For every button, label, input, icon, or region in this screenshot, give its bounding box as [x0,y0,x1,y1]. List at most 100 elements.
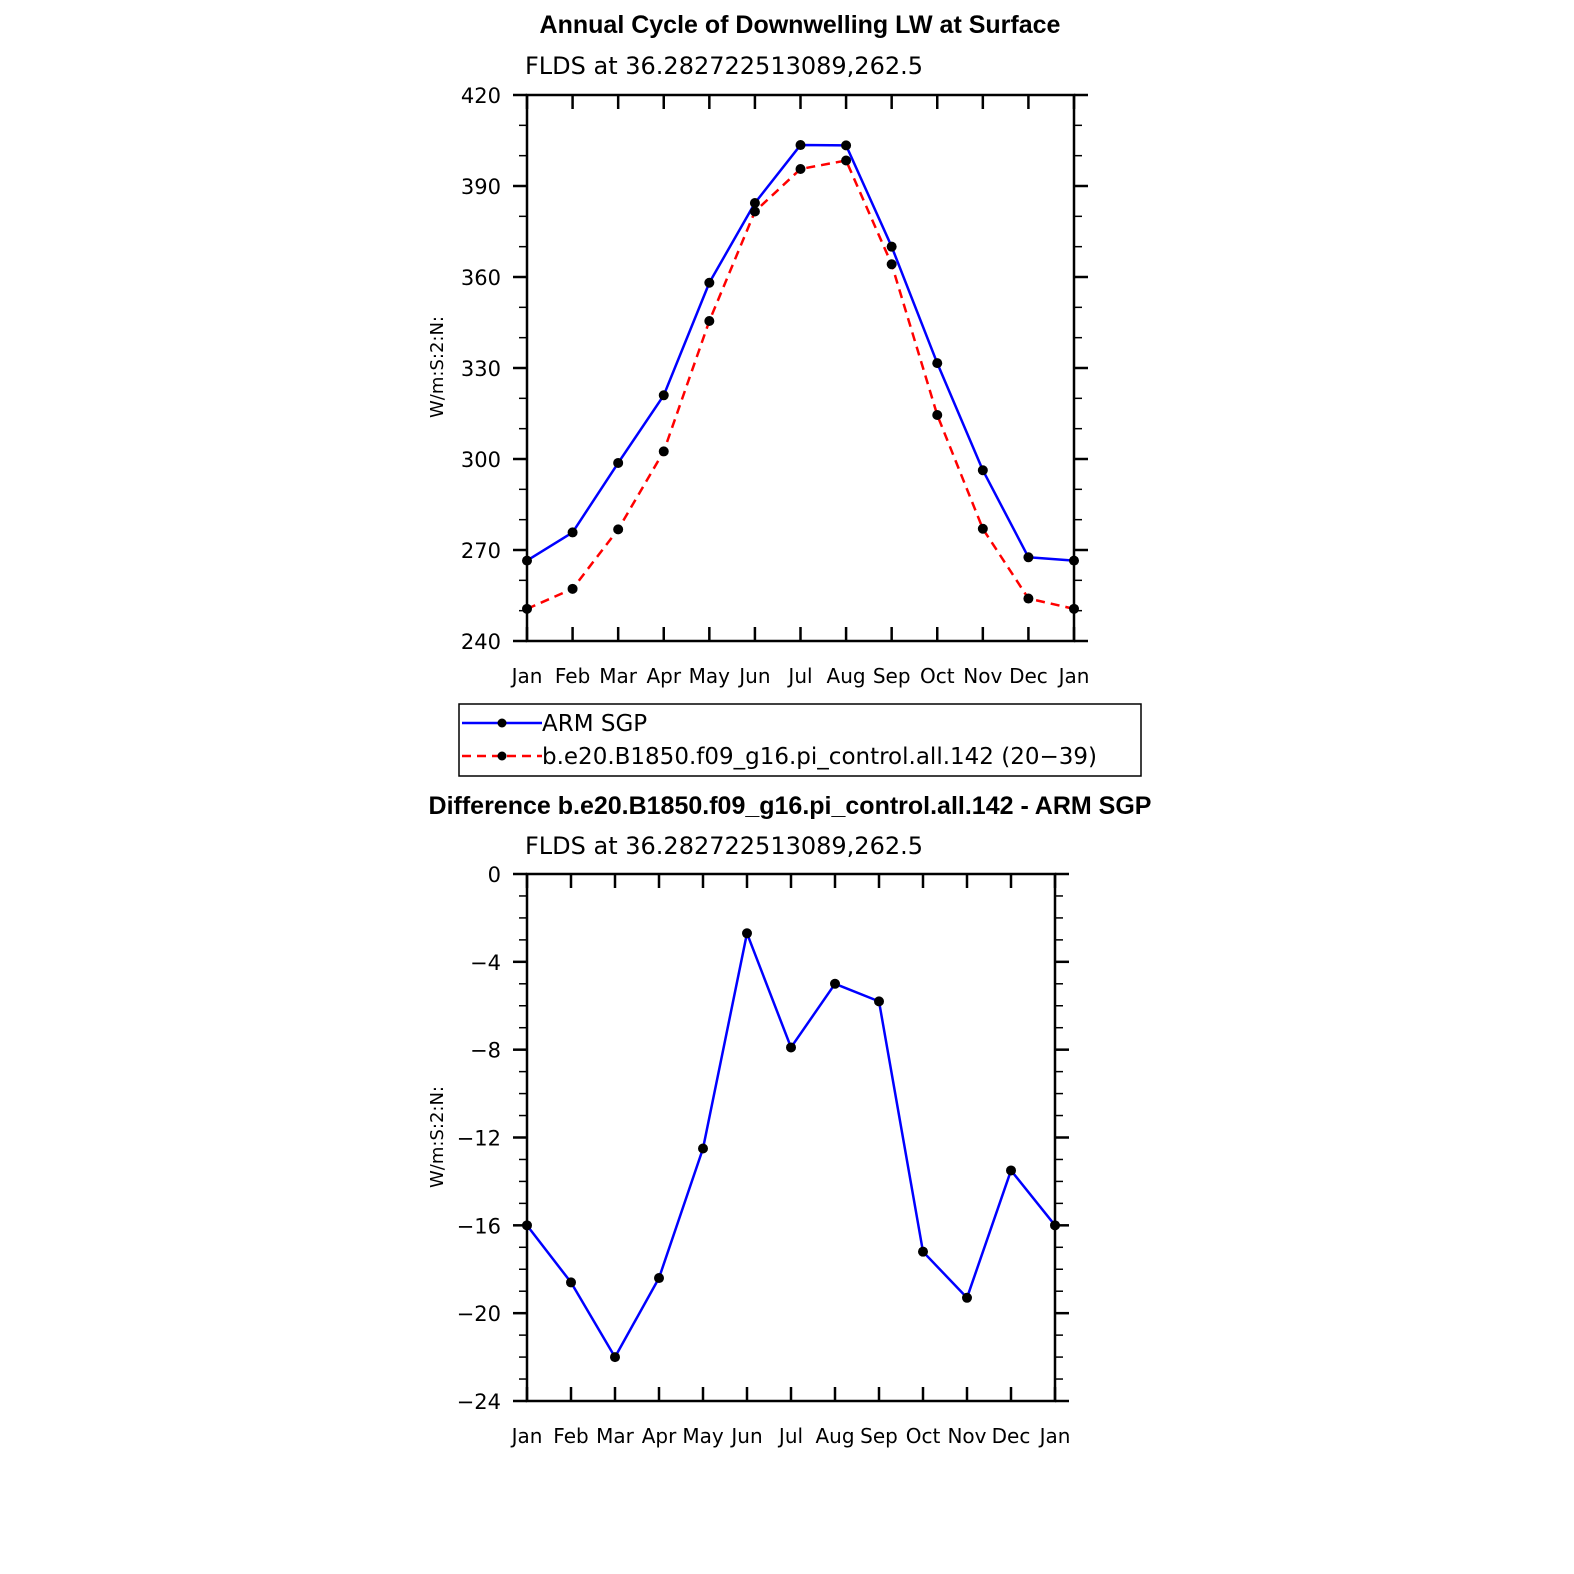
data-point [749,206,760,217]
chart-title: Annual Cycle of Downwelling LW at Surfac… [540,11,1061,39]
data-point [795,164,806,175]
series-group [522,140,1079,614]
series-group [522,928,1060,1363]
data-point [841,155,852,166]
y-tick-label: 0 [488,863,501,887]
data-point [932,410,943,421]
y-tick-labels: −24 −20 −16 −12 −8 −4 0 [457,863,501,1414]
axis-ticks [513,93,1088,643]
y-tick-label: 420 [461,84,501,108]
y-tick-label: −24 [457,1390,501,1414]
difference-panel: Difference b.e20.B1850.f09_g16.pi_contro… [427,792,1151,1448]
y-axis-label: W/m:S:2:N: [427,1086,448,1188]
x-tick-label: Dec [992,1424,1031,1448]
x-tick-label: Feb [553,1424,588,1448]
data-point [962,1292,972,1303]
x-tick-label: Sep [860,1424,898,1448]
data-point [977,523,988,534]
data-point [1023,552,1034,563]
data-point [795,140,806,151]
data-point [786,1042,796,1053]
y-tick-label: 240 [461,630,501,654]
data-point [749,197,760,208]
chart-title: Difference b.e20.B1850.f09_g16.pi_contro… [429,792,1152,820]
x-tick-label: Nov [947,1424,986,1448]
series-line-1 [526,159,1075,611]
legend-entry-arm-sgp: ARM SGP [542,711,647,737]
x-tick-label: Jun [729,1424,762,1448]
legend-box [458,703,1142,777]
data-point [658,390,669,401]
x-tick-label: Aug [815,1424,854,1448]
data-point [886,241,897,252]
x-tick-label: Jul [786,664,812,688]
data-point [841,140,852,151]
y-tick-label: −8 [470,1039,501,1063]
data-point [1069,555,1079,566]
x-tick-label: Jan [510,664,543,688]
x-tick-label: Jul [777,1424,803,1448]
data-point [1069,603,1079,614]
data-point [522,1220,532,1231]
y-tick-label: 330 [461,357,501,381]
y-tick-label: −12 [457,1127,501,1151]
x-tick-label: Dec [1009,664,1048,688]
data-point [1050,1220,1060,1231]
data-point [610,1352,620,1363]
data-point [567,583,578,594]
data-point [704,315,715,326]
legend: ARM SGP b.e20.B1850.f09_g16.pi_control.a… [458,703,1142,777]
x-tick-label: Jan [510,1424,543,1448]
x-tick-label: Oct [920,664,955,688]
data-point [654,1273,664,1284]
axis-ticks [513,872,1069,1403]
y-tick-labels: 240 270 300 330 360 390 420 [461,84,501,654]
data-point [918,1246,928,1257]
legend-marker-model [497,751,507,761]
series-line-0 [526,932,1056,1359]
data-point [658,446,669,457]
x-tick-label: Oct [906,1424,941,1448]
data-point [698,1143,708,1154]
x-tick-label: Feb [555,664,590,688]
data-point [886,259,897,270]
data-point [1023,593,1034,604]
data-point [932,358,943,369]
y-tick-label: −4 [470,951,501,975]
x-tick-label: Nov [963,664,1002,688]
x-tick-label: Jan [1057,664,1090,688]
data-point [830,978,840,989]
chart-subtitle: FLDS at 36.282722513089,262.5 [525,52,923,80]
plot-frame [525,93,1076,643]
legend-entry-model: b.e20.B1850.f09_g16.pi_control.all.142 (… [542,744,1097,770]
chart-subtitle: FLDS at 36.282722513089,262.5 [525,832,923,860]
data-point [977,465,988,476]
y-axis-label: W/m:S:2:N: [427,316,448,418]
x-tick-label: Sep [873,664,911,688]
x-tick-label: Aug [827,664,866,688]
x-tick-labels: Jan Feb Mar Apr May Jun Jul Aug Sep Oct Nov Dec Jan [510,1424,1071,1448]
y-tick-label: 300 [461,448,501,472]
x-tick-label: Mar [596,1424,635,1448]
x-tick-label: Jun [737,664,770,688]
data-point [567,527,578,538]
plot-frame [525,872,1057,1403]
x-tick-label: May [689,664,731,688]
x-tick-labels: Jan Feb Mar Apr May Jun Jul Aug Sep Oct Nov Dec Jan [510,664,1090,688]
y-tick-label: 390 [461,175,501,199]
y-tick-label: 360 [461,266,501,290]
y-tick-label: −16 [457,1214,501,1238]
data-point [704,277,715,288]
x-tick-label: May [682,1424,724,1448]
x-tick-label: Apr [642,1424,677,1448]
data-point [522,603,532,614]
data-point [874,996,884,1007]
series-line-0 [526,143,1075,562]
data-point [522,555,532,566]
x-tick-label: Apr [646,664,681,688]
data-point [1006,1165,1016,1176]
data-point [566,1277,576,1288]
legend-marker-arm-sgp [497,718,507,728]
y-tick-label: −20 [457,1302,501,1326]
